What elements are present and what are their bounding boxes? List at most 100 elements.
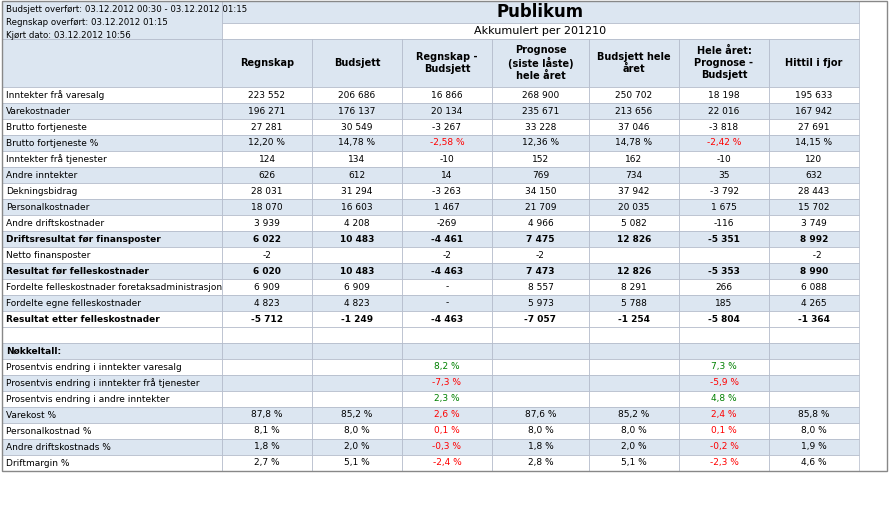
- Bar: [222, 455, 312, 471]
- Bar: [402, 327, 492, 343]
- Bar: [589, 215, 679, 231]
- Bar: [679, 439, 769, 455]
- Text: Budsjett overført: 03.12.2012 00:30 - 03.12.2012 01:15: Budsjett overført: 03.12.2012 00:30 - 03…: [6, 5, 247, 14]
- Bar: [679, 151, 769, 167]
- Text: 7,3 %: 7,3 %: [711, 362, 737, 371]
- Text: 85,8 %: 85,8 %: [798, 411, 829, 420]
- Bar: [222, 407, 312, 423]
- Bar: [492, 39, 589, 87]
- Text: 2,6 %: 2,6 %: [434, 411, 460, 420]
- Text: 87,8 %: 87,8 %: [252, 411, 283, 420]
- Bar: [492, 183, 589, 199]
- Text: Driftsresultat før finansposter: Driftsresultat før finansposter: [6, 235, 161, 244]
- Text: 4,6 %: 4,6 %: [801, 459, 827, 468]
- Bar: [402, 231, 492, 247]
- Text: 34 150: 34 150: [525, 187, 557, 195]
- Text: Resultat etter felleskostnader: Resultat etter felleskostnader: [6, 314, 160, 323]
- Bar: [492, 151, 589, 167]
- Bar: [769, 279, 859, 295]
- Text: Inntekter frå tjenester: Inntekter frå tjenester: [6, 154, 107, 164]
- Bar: [312, 455, 402, 471]
- Text: 22 016: 22 016: [709, 106, 740, 115]
- Bar: [769, 199, 859, 215]
- Bar: [589, 343, 679, 359]
- Bar: [312, 359, 402, 375]
- Text: -5,9 %: -5,9 %: [709, 378, 739, 387]
- Text: 134: 134: [348, 154, 365, 163]
- Bar: [769, 215, 859, 231]
- Bar: [679, 215, 769, 231]
- Text: 266: 266: [716, 282, 733, 292]
- Bar: [222, 279, 312, 295]
- Bar: [312, 199, 402, 215]
- Bar: [589, 439, 679, 455]
- Text: 14: 14: [441, 170, 453, 179]
- Text: -3 818: -3 818: [709, 122, 739, 131]
- Text: 15 702: 15 702: [798, 203, 829, 212]
- Bar: [222, 39, 312, 87]
- Text: 18 198: 18 198: [709, 90, 740, 99]
- Text: Prognose
(siste låste)
hele året: Prognose (siste låste) hele året: [508, 45, 573, 81]
- Text: 223 552: 223 552: [249, 90, 285, 99]
- Text: 5 973: 5 973: [527, 298, 554, 307]
- Bar: [2, 167, 222, 183]
- Bar: [402, 199, 492, 215]
- Text: 8 291: 8 291: [621, 282, 647, 292]
- Bar: [402, 375, 492, 391]
- Bar: [312, 375, 402, 391]
- Text: 196 271: 196 271: [248, 106, 285, 115]
- Bar: [402, 119, 492, 135]
- Bar: [679, 279, 769, 295]
- Bar: [492, 391, 589, 407]
- Bar: [679, 263, 769, 279]
- Bar: [679, 103, 769, 119]
- Text: -4 463: -4 463: [431, 267, 463, 276]
- Bar: [492, 359, 589, 375]
- Bar: [402, 359, 492, 375]
- Bar: [312, 263, 402, 279]
- Text: 1,9 %: 1,9 %: [801, 443, 827, 452]
- Text: -269: -269: [436, 219, 457, 228]
- Text: 28 443: 28 443: [798, 187, 829, 195]
- Bar: [222, 359, 312, 375]
- Text: 4 966: 4 966: [528, 219, 553, 228]
- Bar: [589, 167, 679, 183]
- Bar: [769, 263, 859, 279]
- Bar: [769, 39, 859, 87]
- Text: 28 031: 28 031: [252, 187, 283, 195]
- Bar: [312, 327, 402, 343]
- Bar: [2, 119, 222, 135]
- Bar: [2, 263, 222, 279]
- Bar: [312, 247, 402, 263]
- Text: 37 046: 37 046: [618, 122, 650, 131]
- Text: 626: 626: [259, 170, 276, 179]
- Text: 12,20 %: 12,20 %: [249, 138, 285, 147]
- Bar: [312, 311, 402, 327]
- Bar: [312, 151, 402, 167]
- Bar: [2, 231, 222, 247]
- Bar: [312, 407, 402, 423]
- Text: 10 483: 10 483: [340, 267, 374, 276]
- Text: 2,0 %: 2,0 %: [621, 443, 647, 452]
- Bar: [222, 183, 312, 199]
- Text: Prosentvis endring i inntekter varesalg: Prosentvis endring i inntekter varesalg: [6, 362, 181, 371]
- Bar: [769, 295, 859, 311]
- Text: 0,1 %: 0,1 %: [434, 427, 460, 436]
- Text: -3 267: -3 267: [433, 122, 461, 131]
- Text: 7 475: 7 475: [526, 235, 555, 244]
- Text: 1,8 %: 1,8 %: [254, 443, 280, 452]
- Text: 5,1 %: 5,1 %: [621, 459, 647, 468]
- Bar: [589, 263, 679, 279]
- Text: 206 686: 206 686: [339, 90, 376, 99]
- Text: Brutto fortjeneste %: Brutto fortjeneste %: [6, 138, 99, 147]
- Bar: [769, 327, 859, 343]
- Text: Varekost %: Varekost %: [6, 411, 56, 420]
- Bar: [769, 311, 859, 327]
- Text: -: -: [445, 298, 449, 307]
- Bar: [589, 311, 679, 327]
- Text: -116: -116: [714, 219, 734, 228]
- Text: -2: -2: [536, 251, 545, 260]
- Bar: [2, 87, 222, 103]
- Bar: [492, 311, 589, 327]
- Bar: [2, 1, 222, 39]
